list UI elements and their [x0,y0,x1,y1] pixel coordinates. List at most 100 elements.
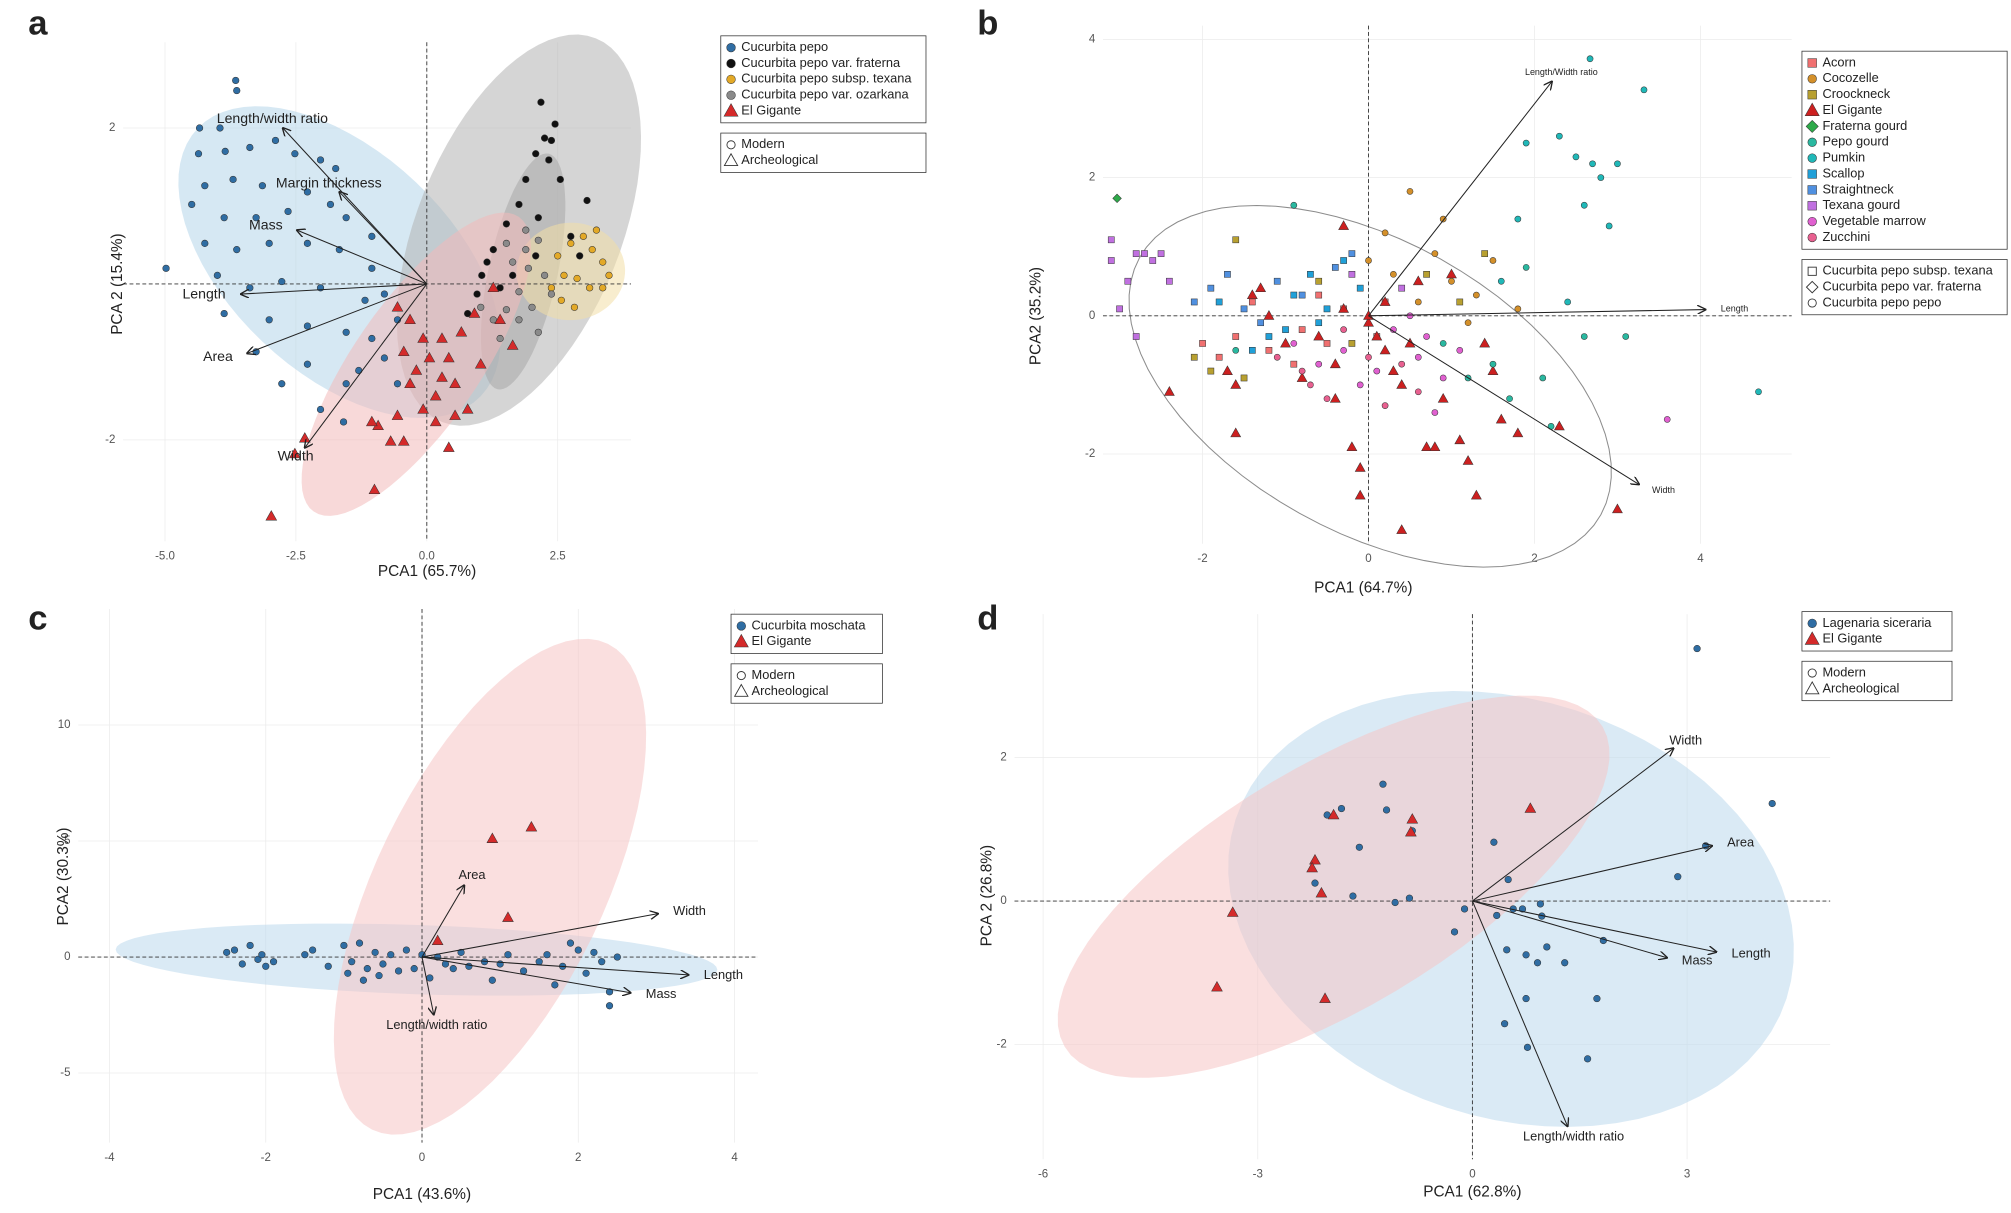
point [402,946,410,954]
point [506,339,519,350]
point [1307,271,1314,278]
point [1489,360,1497,368]
point [1149,257,1157,264]
legend-marker [1807,668,1817,678]
point [534,236,542,244]
x-tick-label: 3 [1684,1169,1690,1181]
point [252,214,260,222]
point [557,296,565,304]
point [567,232,575,240]
point [384,435,397,446]
point [1329,358,1341,369]
legend-marker [1807,266,1817,276]
legend-label: Modern [752,667,795,682]
point [502,911,514,922]
point [188,200,196,208]
legend-label: Vegetable marrow [1822,213,1926,228]
point [486,832,499,843]
point [455,326,468,337]
point [326,200,335,208]
y-tick-label: -2 [1085,448,1095,460]
point [1553,420,1565,431]
legend-label: Cocozelle [1822,70,1878,85]
point [1423,333,1430,340]
point [576,252,584,260]
loading-arrow [1368,82,1552,317]
point [449,377,461,388]
point [1132,250,1140,257]
point [1190,353,1198,361]
point [599,258,607,266]
point [1224,271,1231,278]
point [436,332,448,343]
legend-box [1801,50,2008,250]
point [1190,298,1198,306]
point [1211,980,1223,992]
point [1487,365,1499,375]
x-tick-label: 0.0 [419,551,435,563]
point [1306,861,1318,873]
y-tick-label: 5 [64,835,70,847]
point [436,371,448,382]
point [1329,392,1341,403]
loading-label: Length/width ratio [1523,1128,1624,1143]
point [1373,367,1381,375]
legend-marker [733,683,749,697]
point [1497,277,1505,285]
point [1315,360,1323,368]
point [1539,374,1547,382]
point [1405,894,1414,902]
point [348,958,356,966]
point [502,220,510,228]
loading-arrow [241,283,427,294]
loading-label: Mass [646,986,677,1001]
point [371,948,379,956]
loading-label: Length/width ratio [217,110,328,126]
legend-label: El Gigante [741,102,801,117]
point [1674,873,1682,881]
point [380,290,388,298]
point [605,988,614,996]
point [1456,347,1464,354]
point [613,953,621,961]
point [1514,215,1522,223]
point [1319,992,1331,1003]
point [1379,780,1387,788]
point [404,377,416,388]
point [1311,879,1319,887]
legend-label: Pepo gourd [1822,134,1888,149]
point [363,965,371,973]
point [1379,296,1391,306]
loading-arrow [305,283,428,448]
legend-marker [726,58,736,69]
point [1533,959,1542,967]
point [583,196,591,205]
point [1132,333,1140,340]
point [478,271,486,279]
point [1473,291,1480,299]
legend-label: Archeological [1822,680,1899,695]
point [1298,291,1306,299]
point [1222,365,1233,375]
legend-marker [726,140,736,150]
legend-label: Modern [1822,664,1865,679]
point [1514,305,1522,313]
point [1414,388,1422,396]
point [522,246,530,254]
point [522,226,530,234]
legend-label: Fraterna gourd [1822,118,1907,133]
point [258,951,266,959]
point [1298,367,1306,375]
x-tick-label: -2 [1197,553,1207,565]
point [162,264,170,272]
point [461,403,474,414]
legend-label: Archeological [752,683,829,698]
point [246,284,254,292]
legend-label: Cucurbita pepo pepo [1822,294,1941,309]
legend-label: Texana gourd [1822,197,1900,212]
x-tick-label: 2 [575,1152,581,1164]
point [1448,277,1455,285]
point [1226,906,1239,917]
point [246,941,254,950]
